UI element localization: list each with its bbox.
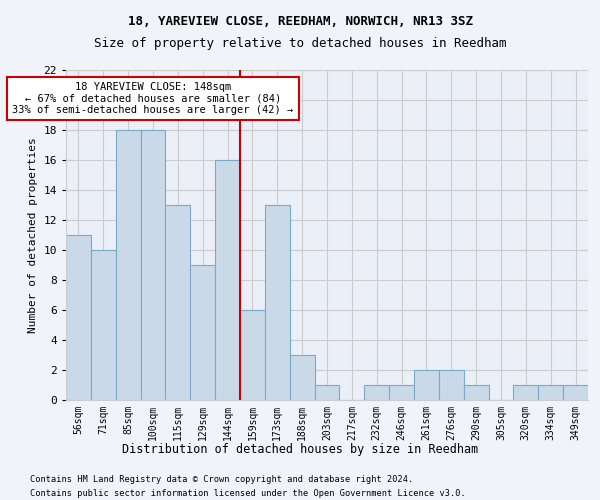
Bar <box>215 160 240 400</box>
Bar <box>538 385 563 400</box>
Text: Distribution of detached houses by size in Reedham: Distribution of detached houses by size … <box>122 442 478 456</box>
Bar <box>265 205 290 400</box>
Text: 18 YAREVIEW CLOSE: 148sqm
← 67% of detached houses are smaller (84)
33% of semi-: 18 YAREVIEW CLOSE: 148sqm ← 67% of detac… <box>13 82 293 115</box>
Text: Contains HM Land Registry data © Crown copyright and database right 2024.: Contains HM Land Registry data © Crown c… <box>30 475 413 484</box>
Bar <box>91 250 116 400</box>
Bar <box>290 355 314 400</box>
Bar <box>563 385 588 400</box>
Bar <box>140 130 166 400</box>
Bar <box>464 385 488 400</box>
Bar <box>364 385 389 400</box>
Y-axis label: Number of detached properties: Number of detached properties <box>28 137 38 333</box>
Bar <box>190 265 215 400</box>
Bar <box>166 205 190 400</box>
Text: 18, YAREVIEW CLOSE, REEDHAM, NORWICH, NR13 3SZ: 18, YAREVIEW CLOSE, REEDHAM, NORWICH, NR… <box>128 15 473 28</box>
Bar <box>314 385 340 400</box>
Bar <box>389 385 414 400</box>
Bar <box>414 370 439 400</box>
Bar <box>439 370 464 400</box>
Text: Size of property relative to detached houses in Reedham: Size of property relative to detached ho… <box>94 38 506 51</box>
Bar <box>240 310 265 400</box>
Bar <box>66 235 91 400</box>
Bar <box>514 385 538 400</box>
Text: Contains public sector information licensed under the Open Government Licence v3: Contains public sector information licen… <box>30 489 466 498</box>
Bar <box>116 130 140 400</box>
